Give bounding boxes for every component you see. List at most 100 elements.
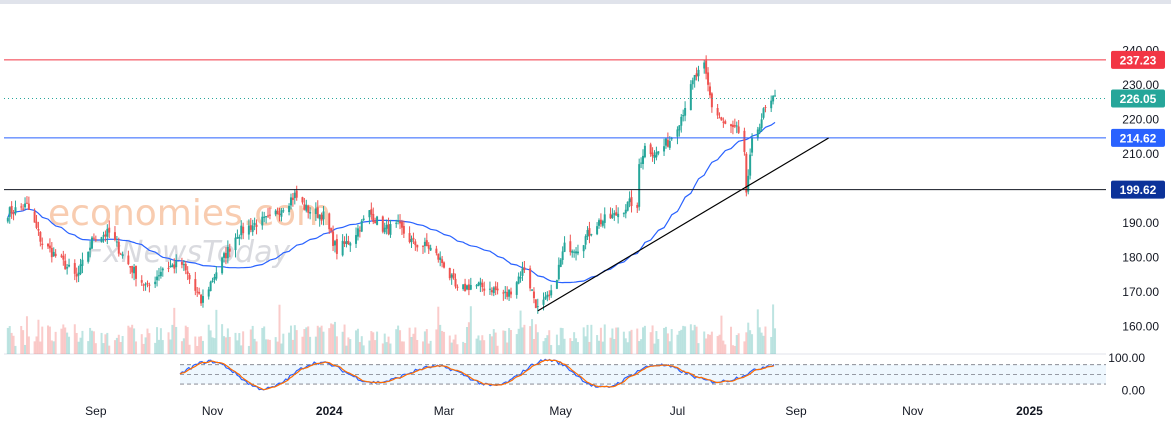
volume-bar bbox=[421, 341, 424, 354]
volume-bar bbox=[265, 339, 268, 354]
candle-body bbox=[52, 251, 55, 257]
candle-body bbox=[333, 241, 336, 246]
candle bbox=[360, 218, 363, 233]
volume-bar bbox=[236, 340, 239, 354]
candle bbox=[14, 200, 17, 216]
candle-body bbox=[198, 292, 201, 294]
volume-bar bbox=[609, 337, 612, 354]
candle bbox=[209, 280, 212, 292]
candle-body bbox=[684, 108, 687, 116]
volume-bar bbox=[456, 344, 459, 354]
candle-body bbox=[546, 294, 549, 298]
candle-body bbox=[456, 286, 459, 288]
candle-body bbox=[488, 288, 491, 290]
candle-body bbox=[636, 205, 639, 208]
candle-body bbox=[154, 281, 157, 285]
volume-bar bbox=[496, 345, 499, 354]
volume-bar bbox=[603, 324, 606, 354]
volume-bar bbox=[494, 332, 497, 354]
candle bbox=[309, 207, 312, 220]
candle-body bbox=[609, 213, 612, 219]
volume-bar bbox=[655, 331, 658, 354]
trendline[interactable] bbox=[537, 137, 829, 312]
candle-body bbox=[194, 279, 197, 291]
candle-body bbox=[737, 126, 740, 133]
candle bbox=[477, 281, 480, 287]
volume-bar bbox=[710, 331, 713, 354]
volume-bar bbox=[154, 342, 157, 354]
candle bbox=[355, 227, 358, 248]
volume-bar bbox=[708, 334, 711, 354]
volume-bar bbox=[477, 335, 480, 354]
candle bbox=[638, 158, 641, 211]
oscillator-tick-label: 0.00 bbox=[1122, 384, 1146, 398]
candle-body bbox=[743, 130, 746, 152]
candle-body bbox=[305, 204, 308, 211]
candle-body bbox=[6, 218, 9, 222]
candle bbox=[517, 272, 520, 285]
candle-body bbox=[64, 260, 67, 270]
candle-body bbox=[374, 221, 377, 224]
candle-body bbox=[66, 267, 69, 269]
candle-body bbox=[370, 209, 373, 215]
candle bbox=[75, 267, 78, 283]
volume-bar bbox=[584, 336, 587, 354]
candle bbox=[467, 279, 470, 296]
candle bbox=[756, 126, 759, 141]
candle-body bbox=[496, 288, 499, 291]
stochastic-d-line bbox=[179, 359, 775, 391]
volume-bar bbox=[349, 339, 352, 354]
candle-body bbox=[234, 237, 237, 251]
candle-body bbox=[278, 213, 281, 215]
candle bbox=[33, 208, 36, 223]
candle bbox=[657, 151, 660, 156]
stochastic-oscillator bbox=[179, 358, 1106, 391]
candle-body bbox=[760, 119, 763, 128]
candle bbox=[590, 233, 593, 237]
candle bbox=[573, 249, 576, 258]
candle-body bbox=[372, 213, 375, 223]
volume-bar bbox=[615, 327, 618, 354]
volume-bar bbox=[35, 336, 38, 354]
horizontal-levels[interactable] bbox=[4, 59, 1106, 191]
volume-bar bbox=[469, 306, 472, 354]
volume-bar bbox=[724, 344, 727, 354]
volume-bar bbox=[175, 326, 178, 354]
candle bbox=[559, 258, 562, 268]
candle-body bbox=[54, 253, 57, 257]
candle bbox=[509, 287, 512, 299]
candle-body bbox=[557, 264, 560, 280]
candle-body bbox=[452, 273, 455, 279]
candle-body bbox=[8, 207, 11, 217]
candle-body bbox=[180, 262, 183, 265]
candle-body bbox=[280, 210, 283, 217]
volume-bar bbox=[25, 316, 28, 354]
candle-body bbox=[146, 282, 149, 284]
volume-bar bbox=[408, 327, 411, 354]
candle bbox=[10, 201, 13, 219]
candle-body bbox=[575, 251, 578, 254]
candle bbox=[385, 219, 388, 235]
candle-body bbox=[242, 226, 245, 234]
candle bbox=[276, 207, 279, 215]
candle-body bbox=[215, 272, 218, 279]
candle bbox=[609, 207, 612, 219]
volume-bar bbox=[24, 344, 27, 354]
volume-bar bbox=[328, 328, 331, 354]
volume-bar bbox=[509, 330, 512, 354]
candle-body bbox=[223, 253, 226, 258]
candle-body bbox=[412, 237, 415, 240]
volume-bar bbox=[87, 341, 90, 354]
candle bbox=[102, 231, 105, 243]
candle bbox=[642, 149, 645, 170]
moving-average-line bbox=[7, 121, 776, 284]
candle-body bbox=[475, 285, 478, 287]
candle bbox=[586, 226, 589, 240]
volume-bar bbox=[705, 338, 708, 354]
candle-body bbox=[360, 220, 363, 232]
volume-bar bbox=[751, 334, 754, 354]
candle bbox=[425, 233, 428, 247]
candle-body bbox=[536, 306, 539, 308]
candle-body bbox=[450, 274, 453, 278]
